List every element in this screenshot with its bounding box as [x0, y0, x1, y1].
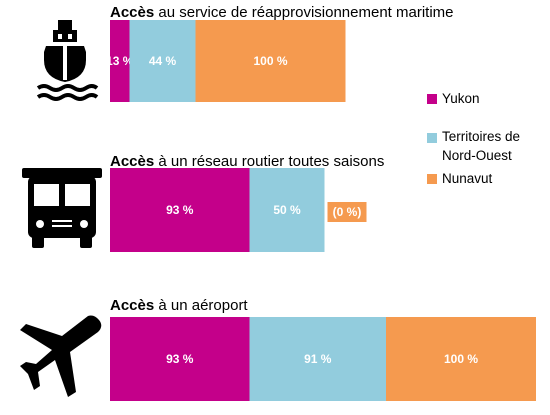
bar-group-airport: 93 % 91 % 100 %: [110, 317, 536, 401]
bar-label-tno: 44 %: [149, 54, 177, 68]
bar-label-nunavut: (0 %): [333, 205, 362, 219]
panel-airport: Accès à un aéroport 93 % 91 % 100 %: [20, 297, 536, 401]
legend-label-nunavut: Nunavut: [442, 171, 493, 186]
bar-group-road: 93 % 50 % (0 %): [110, 168, 367, 252]
bar-label-yukon: 93 %: [166, 203, 194, 217]
legend-label-tno-line2: Nord-Ouest: [442, 148, 512, 163]
panel-title-road: Accès à un réseau routier toutes saisons: [110, 153, 384, 170]
bar-label-tno: 50 %: [273, 203, 301, 217]
legend-swatch-yukon: [427, 94, 437, 104]
panel-title-airport: Accès à un aéroport: [110, 297, 248, 314]
bar-group-maritime: 13 % 44 % 100 %: [106, 20, 345, 102]
panel-title-maritime: Accès au service de réapprovisionnement …: [110, 4, 454, 21]
legend-swatch-nunavut: [427, 174, 437, 184]
truck-icon: [22, 168, 102, 248]
legend-swatch-tno: [427, 133, 437, 143]
ship-icon: [38, 20, 97, 99]
bar-label-tno: 91 %: [304, 352, 332, 366]
bar-label-yukon: 93 %: [166, 352, 194, 366]
bar-label-nunavut: 100 %: [444, 352, 478, 366]
panel-road: Accès à un réseau routier toutes saisons…: [22, 153, 384, 252]
bar-label-nunavut: 100 %: [253, 54, 287, 68]
legend: Yukon Territoires de Nord-Ouest Nunavut: [427, 91, 520, 186]
legend-label-yukon: Yukon: [442, 91, 480, 106]
legend-label-tno-line1: Territoires de: [442, 129, 520, 144]
panel-maritime: Accès au service de réapprovisionnement …: [38, 4, 454, 102]
airplane-icon: [20, 316, 101, 398]
